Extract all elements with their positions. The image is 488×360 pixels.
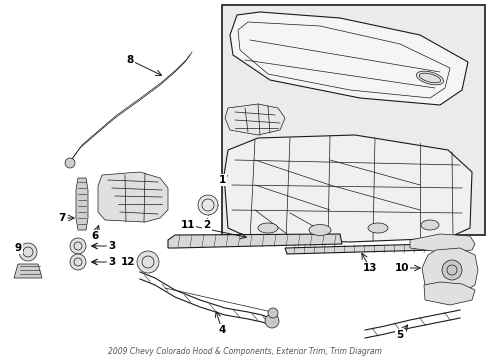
- Text: 12: 12: [121, 257, 135, 267]
- Text: 3: 3: [108, 257, 115, 267]
- Text: 5: 5: [396, 330, 403, 340]
- Polygon shape: [168, 234, 341, 248]
- Ellipse shape: [416, 71, 443, 85]
- Polygon shape: [14, 264, 42, 278]
- Text: 2: 2: [203, 220, 210, 230]
- Text: 6: 6: [91, 231, 99, 241]
- Text: 7: 7: [58, 213, 65, 223]
- Circle shape: [198, 195, 218, 215]
- Circle shape: [441, 260, 461, 280]
- Text: 10: 10: [394, 263, 408, 273]
- Polygon shape: [224, 135, 471, 242]
- Text: 8: 8: [126, 55, 133, 65]
- Text: 1: 1: [218, 175, 225, 185]
- Polygon shape: [224, 104, 285, 135]
- Circle shape: [264, 314, 279, 328]
- Polygon shape: [285, 244, 431, 254]
- Ellipse shape: [308, 225, 330, 235]
- Polygon shape: [98, 172, 168, 222]
- Polygon shape: [229, 12, 467, 105]
- Polygon shape: [423, 282, 474, 305]
- Text: 13: 13: [362, 263, 376, 273]
- Circle shape: [70, 254, 86, 270]
- Polygon shape: [421, 248, 477, 294]
- Polygon shape: [76, 178, 88, 230]
- Circle shape: [70, 238, 86, 254]
- Circle shape: [137, 251, 159, 273]
- Circle shape: [19, 243, 37, 261]
- Text: 3: 3: [108, 241, 115, 251]
- Ellipse shape: [367, 223, 387, 233]
- Text: 2009 Chevy Colorado Hood & Components, Exterior Trim, Trim Diagram: 2009 Chevy Colorado Hood & Components, E…: [107, 347, 381, 356]
- Text: 9: 9: [15, 243, 21, 253]
- Text: 11: 11: [181, 220, 195, 230]
- Text: 4: 4: [218, 325, 225, 335]
- Ellipse shape: [420, 220, 438, 230]
- Bar: [222, 5, 484, 235]
- Circle shape: [267, 308, 278, 318]
- Circle shape: [65, 158, 75, 168]
- Ellipse shape: [258, 223, 278, 233]
- Polygon shape: [409, 234, 474, 252]
